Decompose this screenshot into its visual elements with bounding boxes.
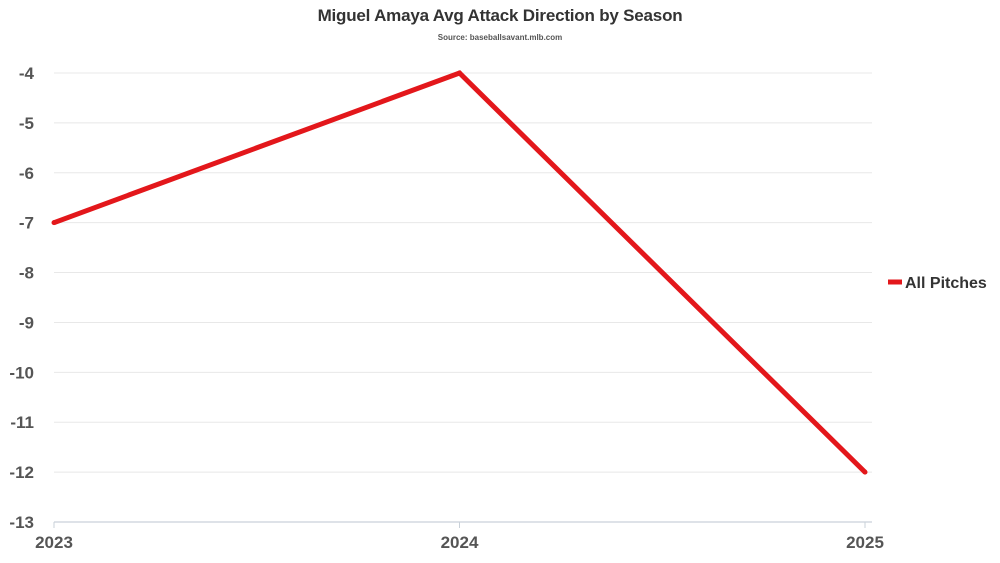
y-tick-label: -7 [19,214,34,233]
legend-label: All Pitches [905,275,987,292]
y-tick-label: -6 [19,164,34,183]
data-point [51,220,57,226]
y-tick-label: -13 [9,513,34,532]
chart-title: Miguel Amaya Avg Attack Direction by Sea… [317,6,683,25]
y-tick-label: -10 [9,363,34,382]
data-point [862,469,868,475]
y-tick-label: -11 [10,413,34,432]
legend: All Pitches [888,275,987,292]
y-tick-label: -5 [19,114,34,133]
y-tick-label: -4 [19,64,35,83]
x-tick-label: 2025 [846,533,884,552]
gridlines [54,72,872,523]
series-layer [51,70,868,475]
chart-subtitle: Source: baseballsavant.mlb.com [437,33,563,42]
x-tick-label: 2023 [35,533,73,552]
data-point [457,70,462,76]
y-tick-label: -8 [19,264,34,283]
y-tick-label: -12 [9,463,34,482]
x-tick-label: 2024 [441,533,479,552]
y-tick-label: -9 [19,313,34,332]
